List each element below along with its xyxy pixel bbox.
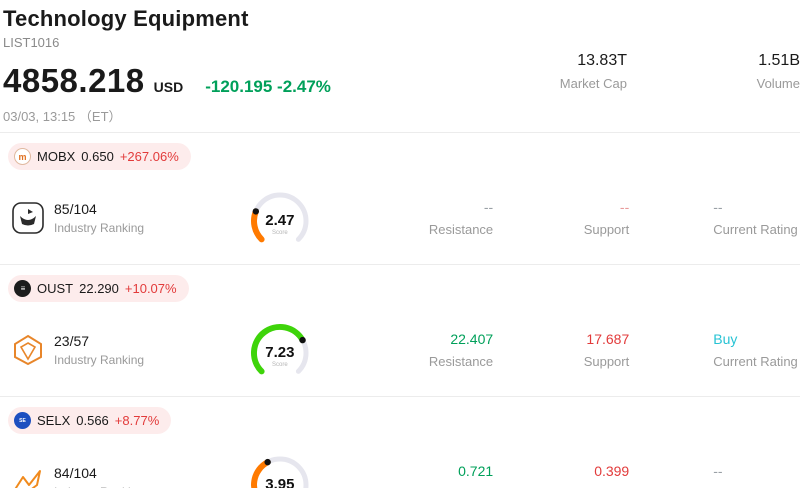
market-cap-value: 13.83T — [577, 52, 627, 69]
industry-ranking-value: 85/104 — [54, 201, 97, 217]
support-label: Support — [493, 486, 630, 488]
resistance-label: Resistance — [340, 486, 493, 488]
support-value: -- — [619, 199, 630, 215]
ticker-change: +8.77% — [114, 413, 160, 428]
resistance-value: -- — [483, 199, 494, 215]
ticker-logo-icon: m — [14, 148, 31, 165]
support-value: 0.399 — [594, 463, 630, 479]
industry-ranking-value: 84/104 — [54, 465, 97, 481]
ticker-pill[interactable]: SE SELX 0.566 +8.77% — [8, 407, 172, 434]
score-label: Score — [272, 362, 288, 368]
ticker-price: 0.566 — [76, 413, 109, 428]
current-rating-label: Current Rating — [713, 222, 798, 237]
current-rating-value: -- — [713, 199, 723, 215]
ticker-pill[interactable]: m MOBX 0.650 +267.06% — [8, 143, 191, 170]
ticker-symbol: MOBX — [37, 149, 76, 164]
market-cap-stat: 13.83T Market Cap — [509, 52, 627, 91]
current-rating-label: Current Rating — [713, 486, 800, 488]
score-gauge: 2.47 Score — [232, 187, 340, 249]
resistance-value: 0.721 — [458, 463, 494, 479]
volume-stat: 1.51B Volume — [682, 52, 800, 91]
ticker-change: +10.07% — [124, 281, 177, 296]
support-value: 17.687 — [586, 331, 630, 347]
resistance-label: Resistance — [428, 354, 494, 369]
company-logo-icon — [10, 464, 46, 488]
current-rating-label: Current Rating — [713, 354, 798, 369]
price-change: -120.195 -2.47% — [205, 77, 331, 96]
stock-row[interactable]: ≡ OUST 22.290 +10.07% 23/57 Industry Ran… — [0, 264, 800, 396]
support-label: Support — [583, 222, 630, 237]
ticker-symbol: OUST — [37, 281, 74, 296]
market-cap-label: Market Cap — [559, 76, 627, 91]
ticker-symbol: SELX — [37, 413, 71, 428]
industry-ranking-label: Industry Ranking — [54, 485, 144, 488]
quote-timestamp: 03/03, 13:15 （ET） — [3, 109, 122, 124]
industry-ranking-label: Industry Ranking — [54, 353, 145, 367]
score-gauge: 7.23 Score — [232, 319, 340, 381]
support-label: Support — [583, 354, 630, 369]
company-logo-icon — [10, 332, 46, 368]
score-label: Score — [272, 230, 288, 236]
stock-row[interactable]: m MOBX 0.650 +267.06% 85/104 Industry Ra… — [0, 132, 800, 264]
score-value: 7.23 — [265, 344, 295, 361]
ticker-logo-icon: ≡ — [14, 280, 31, 297]
score-gauge: 3.95 Score — [232, 451, 340, 488]
list-header: Technology Equipment LIST1016 4858.218 U… — [0, 0, 800, 132]
volume-value: 1.51B — [758, 52, 800, 69]
page-title: Technology Equipment — [3, 6, 249, 31]
score-value: 2.47 — [265, 212, 295, 229]
resistance-label: Resistance — [428, 222, 494, 237]
list-id: LIST1016 — [3, 35, 60, 50]
volume-label: Volume — [756, 76, 800, 91]
ticker-price: 0.650 — [81, 149, 114, 164]
industry-ranking-label: Industry Ranking — [54, 221, 145, 235]
currency-label: USD — [153, 79, 184, 95]
ticker-logo-icon: SE — [14, 412, 31, 429]
industry-ranking-value: 23/57 — [54, 333, 90, 349]
company-logo-icon — [10, 200, 46, 236]
list-price: 4858.218 — [3, 62, 145, 99]
current-rating-value: -- — [713, 463, 723, 479]
score-value: 3.95 — [265, 476, 295, 488]
current-rating-value: Buy — [713, 331, 738, 347]
resistance-value: 22.407 — [450, 331, 494, 347]
stock-row[interactable]: SE SELX 0.566 +8.77% 84/104 Industry Ran… — [0, 396, 800, 488]
ticker-change: +267.06% — [119, 149, 179, 164]
ticker-price: 22.290 — [79, 281, 119, 296]
ticker-pill[interactable]: ≡ OUST 22.290 +10.07% — [8, 275, 189, 302]
